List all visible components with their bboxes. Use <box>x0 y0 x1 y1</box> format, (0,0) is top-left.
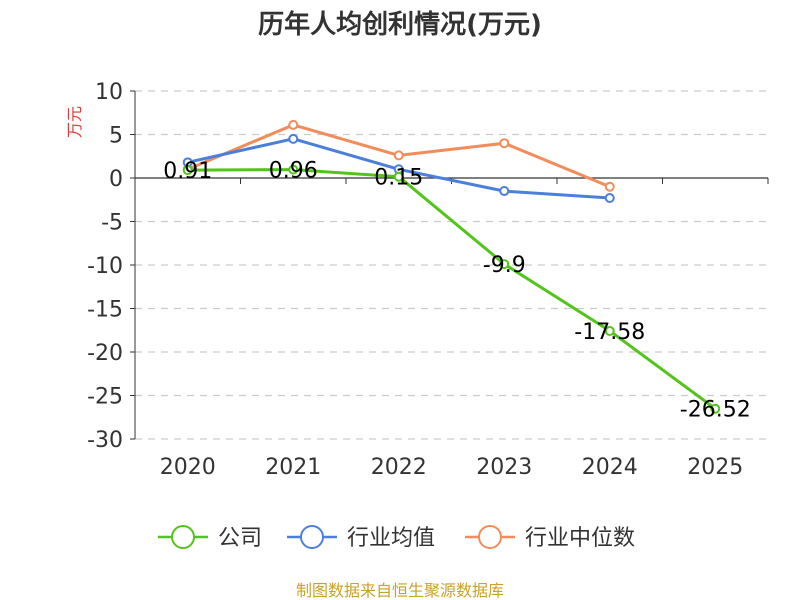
chart-title: 历年人均创利情况(万元) <box>258 9 542 40</box>
x-tick-label: 2022 <box>371 455 427 480</box>
data-point <box>499 186 510 197</box>
x-tick-label: 2020 <box>160 455 216 480</box>
grid-lines <box>135 90 768 440</box>
x-tick-label: 2021 <box>265 455 321 480</box>
series-line <box>187 168 717 410</box>
data-point <box>604 325 615 336</box>
data-label: -26.52 <box>680 398 751 423</box>
legend-label: 行业中位数 <box>525 526 635 551</box>
data-point <box>393 171 404 182</box>
data-point <box>710 403 721 414</box>
x-tick-label: 2025 <box>687 455 743 480</box>
axes: 10 5 0 -5 -10 -15 -20 -25 -30 2020 2021 2022 2023 202… <box>87 80 769 480</box>
y-tick-label: -25 <box>87 385 123 410</box>
data-point <box>604 181 615 192</box>
y-tick-label: -15 <box>87 298 123 323</box>
y-tick-label: -10 <box>87 254 123 279</box>
data-point <box>182 165 193 176</box>
x-tick-label: 2024 <box>582 455 638 480</box>
source-note: 制图数据来自恒生聚源数据库 <box>296 581 504 600</box>
data-point <box>393 150 404 161</box>
legend-label: 行业均值 <box>347 526 435 551</box>
data-point <box>288 164 299 175</box>
data-point <box>288 133 299 144</box>
data-labels: 0.91 0.96 0.15 -9.9 -17.58 -26.52 <box>163 159 750 423</box>
data-label: 0.15 <box>374 166 423 191</box>
legend-swatch-marker <box>478 525 502 549</box>
y-tick-label: -20 <box>87 341 123 366</box>
y-axis-unit-label: 万元 <box>65 106 84 138</box>
data-label: -17.58 <box>574 320 645 345</box>
data-point <box>604 193 615 204</box>
legend: 公司 行业均值 行业中位数 <box>158 525 635 551</box>
y-tick-label: -30 <box>87 428 123 453</box>
data-point <box>499 259 510 270</box>
data-point <box>288 119 299 130</box>
data-label: 0.91 <box>163 159 212 184</box>
data-point <box>499 138 510 149</box>
data-label: -9.9 <box>483 253 526 278</box>
legend-swatch-marker <box>171 525 195 549</box>
data-label: 0.96 <box>269 159 318 184</box>
y-tick-label: -5 <box>101 211 123 236</box>
x-tick-label: 2023 <box>476 455 532 480</box>
y-tick-label: 5 <box>109 124 123 149</box>
series-lines <box>182 119 721 414</box>
legend-label: 公司 <box>218 526 262 551</box>
y-tick-label: 10 <box>95 80 123 105</box>
legend-swatch-marker <box>300 525 324 549</box>
y-tick-label: 0 <box>109 167 123 192</box>
